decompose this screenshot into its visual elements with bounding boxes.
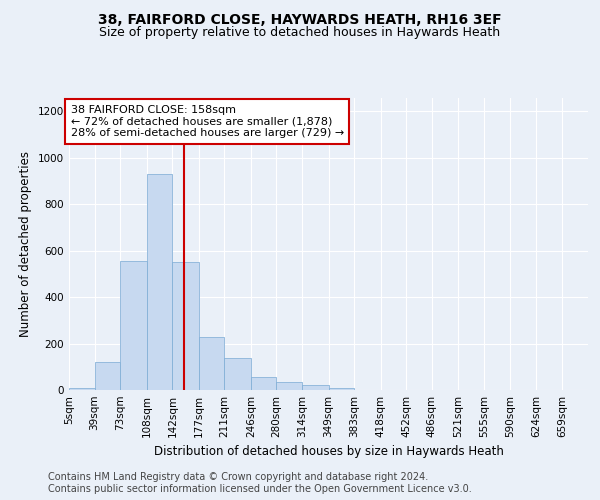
- Bar: [95, 362, 120, 390]
- Bar: [302, 385, 329, 390]
- Text: Contains HM Land Registry data © Crown copyright and database right 2024.: Contains HM Land Registry data © Crown c…: [48, 472, 428, 482]
- X-axis label: Distribution of detached houses by size in Haywards Heath: Distribution of detached houses by size …: [154, 446, 503, 458]
- Bar: [329, 388, 354, 390]
- Text: Contains public sector information licensed under the Open Government Licence v3: Contains public sector information licen…: [48, 484, 472, 494]
- Bar: [224, 358, 251, 390]
- Bar: [251, 376, 277, 390]
- Text: 38 FAIRFORD CLOSE: 158sqm
← 72% of detached houses are smaller (1,878)
28% of se: 38 FAIRFORD CLOSE: 158sqm ← 72% of detac…: [71, 105, 344, 138]
- Y-axis label: Number of detached properties: Number of detached properties: [19, 151, 32, 337]
- Bar: [277, 382, 302, 390]
- Bar: [199, 337, 224, 390]
- Bar: [120, 261, 146, 390]
- Bar: [146, 174, 172, 390]
- Bar: [172, 262, 199, 390]
- Text: Size of property relative to detached houses in Haywards Heath: Size of property relative to detached ho…: [100, 26, 500, 39]
- Text: 38, FAIRFORD CLOSE, HAYWARDS HEATH, RH16 3EF: 38, FAIRFORD CLOSE, HAYWARDS HEATH, RH16…: [98, 13, 502, 27]
- Bar: [69, 388, 95, 390]
